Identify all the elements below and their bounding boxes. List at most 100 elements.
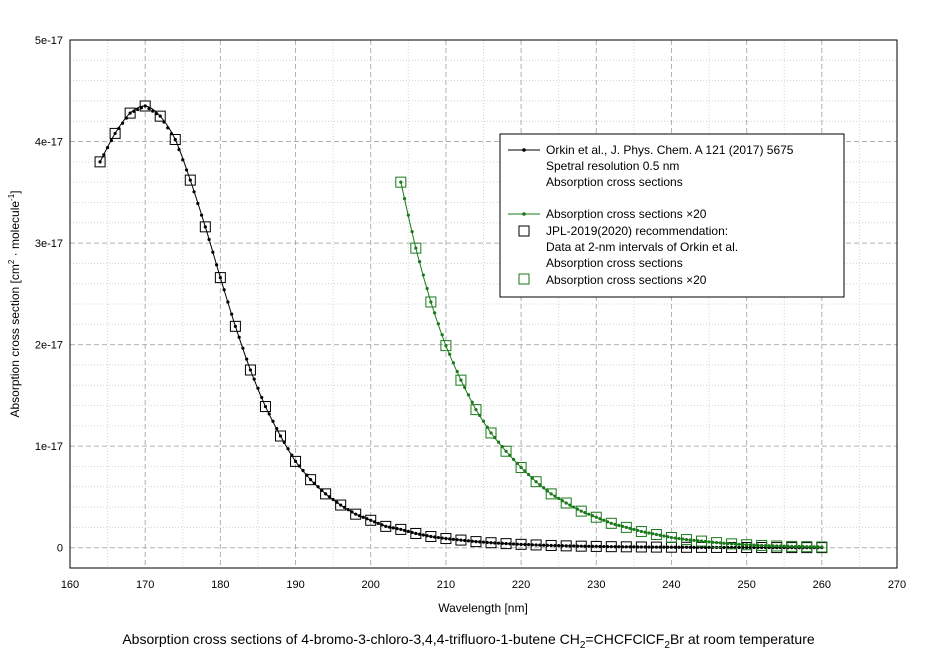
- orkin-x20-point: [436, 322, 440, 326]
- orkin-point: [662, 545, 666, 549]
- legend-label-resolution: Spetral resolution 0.5 nm: [546, 159, 679, 173]
- orkin-x20-point: [737, 542, 741, 546]
- orkin-x20-point: [805, 545, 809, 549]
- orkin-x20-jpl-marker: [515, 461, 527, 473]
- orkin-x20-jpl-marker: [455, 374, 467, 386]
- orkin-jpl-marker: [425, 531, 437, 543]
- orkin-jpl-marker: [109, 127, 121, 139]
- orkin-x20-jpl-marker: [771, 540, 783, 552]
- series: [94, 100, 828, 554]
- orkin-x20-jpl-marker: [440, 340, 452, 352]
- orkin-x20-point: [760, 543, 764, 548]
- orkin-point: [519, 542, 523, 546]
- orkin-x20-point: [812, 545, 816, 549]
- orkin-x20-jpl-marker: [680, 534, 692, 546]
- orkin-point: [504, 542, 508, 546]
- orkin-x20-point: [399, 180, 403, 184]
- orkin-x20-jpl-marker: [425, 296, 437, 308]
- legend-box: [499, 133, 845, 298]
- orkin-jpl-marker: [335, 499, 347, 511]
- orkin-point: [684, 545, 689, 549]
- orkin-point: [275, 427, 279, 431]
- orkin-x20-jpl-marker: [726, 538, 738, 550]
- orkin-x20-jpl-marker: [756, 539, 768, 551]
- orkin-x20-jpl-marker: [590, 511, 602, 523]
- orkin-point: [256, 386, 260, 390]
- y-tick-label: 0: [57, 543, 63, 555]
- orkin-point: [290, 453, 294, 457]
- orkin-point: [459, 538, 463, 542]
- orkin-x20-point: [425, 286, 429, 291]
- orkin-x20-point: [542, 486, 546, 490]
- orkin-point: [230, 312, 234, 316]
- orkin-x20-point: [579, 509, 583, 513]
- orkin-point: [527, 543, 531, 547]
- orkin-jpl-marker: [575, 540, 587, 552]
- orkin-jpl-marker: [485, 537, 497, 549]
- orkin-point: [632, 545, 636, 549]
- orkin-x20-point: [587, 512, 591, 516]
- legend-label-orkin-x20: Absorption cross sections ×20: [546, 207, 707, 221]
- orkin-point: [105, 146, 110, 150]
- orkin-x20-point: [549, 492, 553, 496]
- orkin-point: [293, 459, 298, 463]
- legend-marker-orkin-x20: [522, 212, 526, 216]
- orkin-x20-jpl-marker: [650, 528, 662, 540]
- orkin-jpl-marker: [605, 541, 617, 553]
- orkin-point: [436, 535, 440, 540]
- orkin-point: [237, 335, 241, 339]
- legend-marker-jpl-x20: [518, 273, 530, 285]
- x-tick-label: 250: [737, 579, 755, 591]
- legend-label-orkin: Orkin et al., J. Phys. Chem. A 121 (2017…: [546, 143, 794, 157]
- orkin-point: [722, 545, 726, 550]
- y-tick-label: 3e-17: [35, 238, 63, 250]
- orkin-x20-jpl-marker: [711, 537, 723, 549]
- x-tick-label: 190: [286, 579, 304, 591]
- orkin-x20-point: [639, 529, 643, 534]
- orkin-point: [113, 131, 117, 136]
- legend-marker-orkin: [522, 148, 526, 152]
- orkin-jpl-marker: [169, 134, 181, 146]
- orkin-point: [324, 492, 328, 496]
- orkin-point: [286, 447, 290, 451]
- orkin-jpl-marker: [620, 541, 632, 553]
- orkin-point: [278, 434, 283, 438]
- orkin-point: [496, 541, 501, 545]
- orkin-jpl-marker: [635, 541, 647, 553]
- orkin-point: [602, 544, 606, 549]
- x-tick-label: 160: [61, 579, 79, 591]
- orkin-x20-point: [572, 505, 576, 509]
- figure-caption: Absorption cross sections of 4-bromo-3-c…: [122, 631, 815, 651]
- plot-frame: [69, 39, 898, 569]
- axis-ticks: 160 170 180 190 200 210 220 230 240 250 260 270 0 1e-…: [35, 35, 906, 591]
- x-axis-title: Wavelength [nm]: [438, 601, 528, 615]
- orkin-jpl-marker: [244, 364, 256, 376]
- orkin-x20-point: [797, 544, 801, 549]
- orkin-x20-point: [444, 344, 448, 348]
- orkin-point: [414, 531, 418, 536]
- orkin-jpl-marker: [214, 272, 226, 284]
- orkin-x20-point: [406, 213, 410, 217]
- orkin-point: [102, 153, 106, 157]
- orkin-point: [199, 213, 204, 217]
- orkin-x20-point: [775, 544, 779, 548]
- orkin-x20-point: [470, 400, 474, 404]
- chart: 160 170 180 190 200 210 220 230 240 250 260 270 0 1e-…: [7, 35, 906, 615]
- orkin-point: [301, 468, 305, 473]
- orkin-point: [481, 540, 486, 544]
- orkin-x20-point: [609, 521, 613, 525]
- orkin-x20-point: [782, 544, 786, 548]
- orkin-x20-point: [677, 536, 681, 541]
- orkin-x20-point: [414, 246, 418, 250]
- orkin-x20-jpl-marker: [786, 540, 798, 552]
- orkin-point: [241, 346, 245, 350]
- orkin-point: [181, 158, 185, 162]
- y-tick-label: 1e-17: [35, 441, 63, 453]
- orkin-x20-jpl-marker: [635, 525, 647, 537]
- orkin-x20-point: [654, 532, 659, 537]
- orkin-jpl-marker: [515, 538, 527, 550]
- orkin-x20-point: [519, 465, 523, 470]
- orkin-jpl-marker: [124, 107, 136, 119]
- orkin-point: [248, 368, 253, 372]
- orkin-jpl-marker: [365, 514, 377, 526]
